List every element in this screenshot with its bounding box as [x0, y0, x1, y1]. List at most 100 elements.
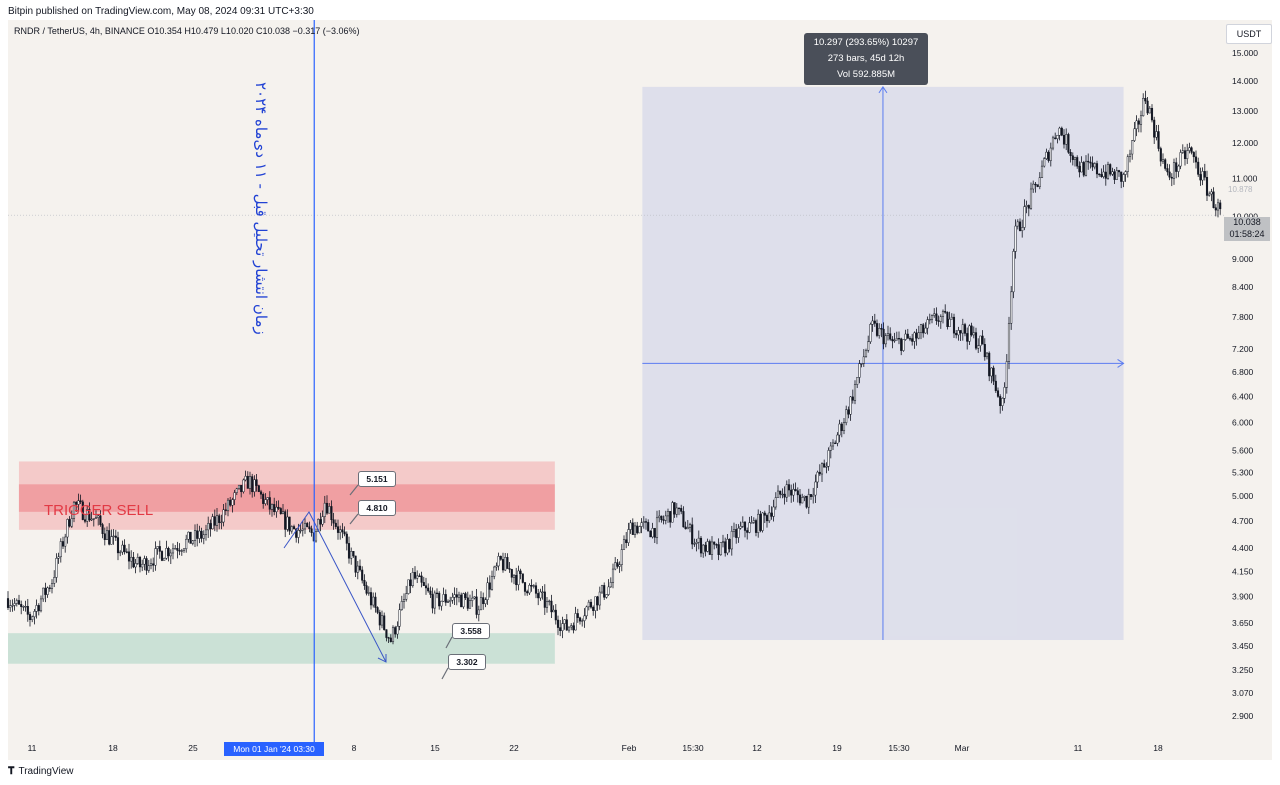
- candle-body: [39, 598, 43, 612]
- candle-body: [869, 324, 872, 343]
- candle-body: [6, 598, 10, 608]
- callout-4810: 4.810: [358, 500, 396, 516]
- candle-body: [325, 502, 329, 514]
- candle-body: [644, 521, 648, 523]
- candle-body: [50, 583, 54, 589]
- candle-body: [262, 494, 265, 504]
- y-tick-label: 14.000: [1232, 76, 1258, 86]
- candle-body: [823, 463, 826, 468]
- candle-body: [1135, 120, 1138, 130]
- candle-body: [598, 591, 601, 606]
- candle-body: [875, 323, 879, 336]
- candle-body: [636, 525, 639, 534]
- candle-body: [1144, 97, 1147, 102]
- candle-body: [400, 601, 403, 611]
- candle-body: [957, 330, 960, 336]
- candle-body: [1175, 162, 1178, 172]
- candle-body: [94, 517, 98, 519]
- candle-body: [174, 548, 177, 550]
- candle-body: [86, 509, 89, 522]
- candle-body: [787, 484, 791, 491]
- candle-body: [1023, 206, 1026, 228]
- candle-body: [922, 324, 925, 334]
- candle-body: [352, 551, 355, 557]
- candle-body: [1082, 162, 1085, 176]
- candle-body: [319, 519, 322, 525]
- candle-body: [974, 332, 978, 349]
- candle-body: [829, 445, 832, 451]
- candle-body: [207, 523, 210, 531]
- candle-body: [752, 520, 755, 523]
- currency-button[interactable]: USDT: [1226, 24, 1272, 44]
- candle-body: [1161, 159, 1165, 162]
- candle-body: [182, 548, 186, 551]
- candle-body: [488, 582, 491, 590]
- candle-body: [1120, 171, 1123, 182]
- candle-body: [429, 590, 432, 595]
- candle-body: [486, 582, 489, 600]
- candle-body: [680, 508, 683, 512]
- candle-body: [323, 502, 326, 517]
- candle-body: [55, 558, 58, 578]
- candle-body: [847, 409, 850, 415]
- candle-body: [609, 582, 612, 588]
- candle-body: [418, 575, 421, 577]
- candle-body: [992, 367, 995, 382]
- candle-body: [314, 531, 318, 542]
- candle-body: [1210, 191, 1213, 195]
- candle-body: [649, 530, 652, 538]
- candle-body: [440, 600, 443, 607]
- candle-body: [204, 529, 208, 536]
- candle-body: [61, 541, 65, 547]
- candle-body: [686, 527, 689, 530]
- x-tick-label: 15: [430, 743, 440, 753]
- chart-area[interactable]: [8, 20, 1272, 760]
- candle-body: [431, 594, 434, 609]
- candle-body: [858, 363, 861, 378]
- candle-body: [515, 574, 518, 586]
- y-tick-label: 4.400: [1232, 543, 1254, 553]
- candle-body: [576, 613, 579, 618]
- candle-body: [180, 550, 183, 552]
- candle-body: [317, 519, 320, 532]
- candle-body: [939, 316, 942, 322]
- candle-body: [88, 509, 91, 521]
- candle-body: [827, 450, 830, 467]
- candle-body: [1124, 171, 1127, 175]
- candle-body: [409, 579, 412, 587]
- candle-body: [132, 556, 135, 568]
- candle-body: [277, 506, 280, 509]
- measure-line-change: 10.297 (293.65%) 10297: [813, 37, 919, 48]
- y-tick-label: 8.400: [1232, 282, 1254, 292]
- candle-body: [754, 520, 758, 533]
- candle-body: [171, 548, 175, 554]
- candle-body: [198, 530, 201, 539]
- candle-body: [587, 601, 590, 608]
- candle-body: [915, 332, 918, 339]
- candle-body: [567, 626, 571, 631]
- candle-body: [1153, 119, 1156, 138]
- candle-body: [642, 521, 645, 523]
- candle-body: [1172, 162, 1176, 179]
- candle-body: [748, 522, 751, 533]
- candle-body: [1049, 147, 1052, 161]
- candle-body: [710, 541, 714, 555]
- candle-body: [713, 541, 716, 545]
- candle-body: [640, 522, 643, 527]
- candle-body: [952, 316, 956, 334]
- persian-note-text: زمان انتشار تحلیل قبل - ۱۱ دی‌ماه ۲۰۲۴: [252, 82, 270, 335]
- candle-body: [138, 557, 142, 568]
- candle-body: [981, 335, 984, 345]
- candle-body: [1166, 168, 1169, 173]
- candle-body: [592, 606, 595, 611]
- candle-body: [792, 489, 795, 496]
- candle-body: [774, 497, 777, 508]
- candle-body: [83, 519, 87, 522]
- candle-body: [948, 318, 951, 327]
- tradingview-brand: 𝐓 TradingView: [8, 766, 73, 777]
- candle-body: [99, 515, 102, 525]
- y-tick-label: 3.250: [1232, 665, 1254, 675]
- candle-body: [820, 463, 824, 475]
- candle-body: [17, 600, 21, 605]
